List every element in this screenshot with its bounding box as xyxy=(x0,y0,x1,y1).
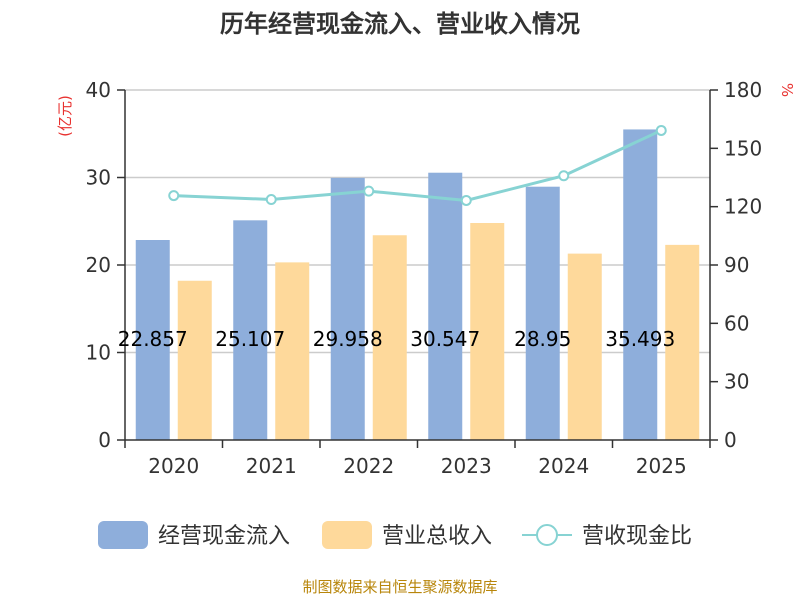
bar-s1-2 xyxy=(372,235,407,440)
bar-s1-5 xyxy=(665,244,700,440)
legend-swatch-0 xyxy=(98,521,148,549)
right-axis-unit: % xyxy=(778,83,796,97)
left-tick-label-4: 40 xyxy=(86,78,111,102)
right-tick-label-5: 150 xyxy=(724,136,762,160)
x-tick-label-0: 2020 xyxy=(148,454,199,478)
ratio-point-1 xyxy=(265,193,277,205)
left-tick-label-2: 20 xyxy=(86,253,111,277)
left-axis-unit: (亿元) xyxy=(56,95,74,137)
chart-title: 历年经营现金流入、营业收入情况 xyxy=(220,10,580,38)
data-label-0: 22.857 xyxy=(118,327,188,351)
grid-lines xyxy=(125,89,710,354)
ratio-point-4 xyxy=(558,170,570,182)
right-tick-label-2: 60 xyxy=(724,311,749,335)
legend-label-0: 经营现金流入 xyxy=(158,524,290,549)
data-label-3: 30.547 xyxy=(410,327,480,351)
ratio-point-2 xyxy=(363,185,375,197)
legend-label-1: 营业总收入 xyxy=(382,524,492,549)
x-tick-label-1: 2021 xyxy=(246,454,297,478)
data-label-5: 35.493 xyxy=(605,327,675,351)
bar-s0-4 xyxy=(525,186,560,440)
bars xyxy=(135,129,700,440)
right-tick-label-4: 120 xyxy=(724,195,762,219)
right-tick-label-1: 30 xyxy=(724,370,749,394)
data-label-1: 25.107 xyxy=(215,327,285,351)
x-tick-label-2: 2022 xyxy=(343,454,394,478)
left-tick-label-0: 0 xyxy=(98,428,111,452)
bar-s1-3 xyxy=(470,223,505,440)
bar-s1-0 xyxy=(177,280,212,440)
ratio-line xyxy=(168,124,667,206)
bar-s0-1 xyxy=(233,220,268,440)
bar-s0-0 xyxy=(135,240,170,440)
right-tick-label-0: 0 xyxy=(724,428,737,452)
ratio-point-3 xyxy=(460,194,472,206)
x-tick-label-5: 2025 xyxy=(636,454,687,478)
source-note: 制图数据来自恒生聚源数据库 xyxy=(302,578,497,596)
data-labels: 22.857 25.107 29.958 30.547 28.95 35.493 xyxy=(118,327,675,351)
legend-label-2: 营收现金比 xyxy=(582,524,692,549)
left-tick-label-1: 10 xyxy=(86,341,111,365)
axes: 0 10 20 30 40 0 30 60 90 120 150 180 2020 2021 2022 202… xyxy=(86,78,763,478)
x-tick-label-3: 2023 xyxy=(441,454,492,478)
legend: 经营现金流入 营业总收入 营收现金比 xyxy=(98,521,692,549)
right-tick-label-3: 90 xyxy=(724,253,749,277)
ratio-point-0 xyxy=(168,190,180,202)
bar-s1-4 xyxy=(567,253,602,440)
bar-s0-2 xyxy=(330,177,365,440)
legend-marker-2 xyxy=(536,524,558,546)
data-label-4: 28.95 xyxy=(514,327,571,351)
bar-s1-1 xyxy=(275,262,310,440)
right-tick-label-6: 180 xyxy=(724,78,762,102)
data-label-2: 29.958 xyxy=(313,327,383,351)
bar-s0-5 xyxy=(623,129,658,440)
ratio-point-5 xyxy=(655,124,667,136)
bar-s0-3 xyxy=(428,172,463,440)
x-tick-label-4: 2024 xyxy=(538,454,589,478)
left-tick-label-3: 30 xyxy=(86,166,111,190)
ratio-line-path xyxy=(173,129,662,202)
legend-swatch-1 xyxy=(322,521,372,549)
